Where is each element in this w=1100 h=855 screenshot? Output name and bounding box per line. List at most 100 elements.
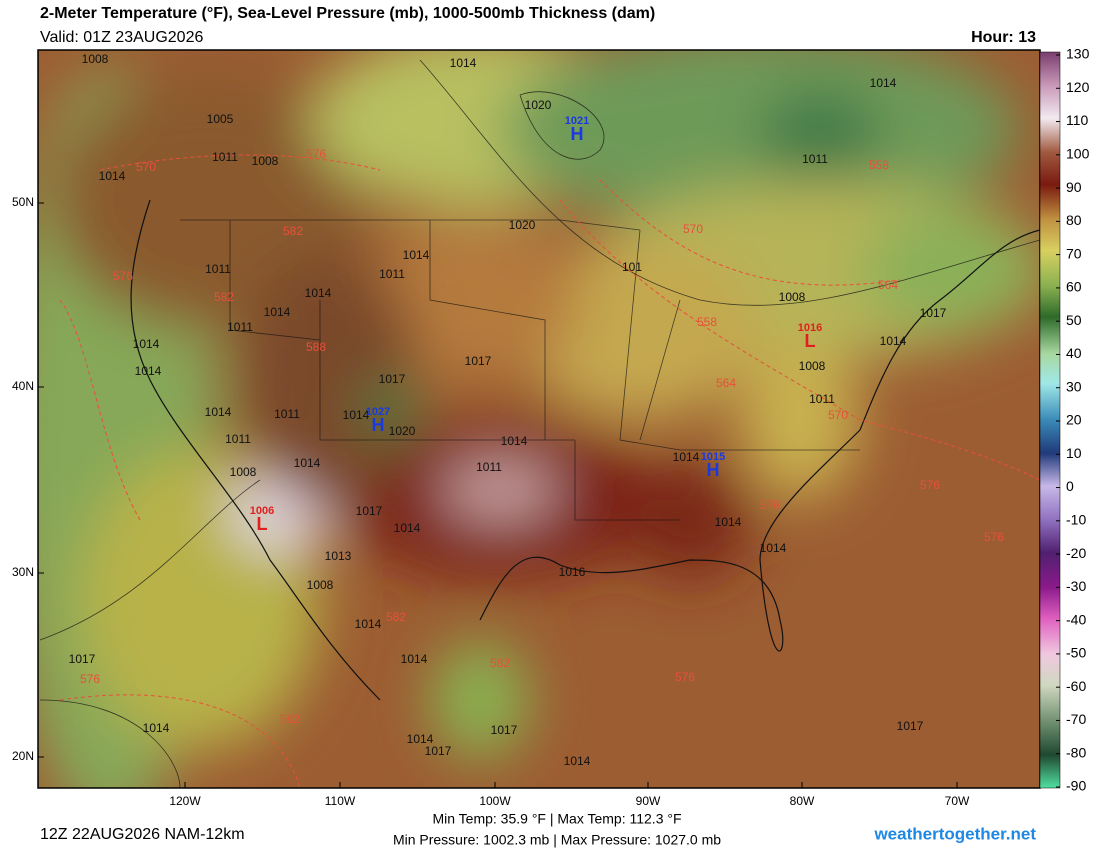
colorbar-label: 60 (1066, 279, 1082, 295)
valid-time: Valid: 01Z 23AUG2026 (40, 29, 203, 46)
isobar-label: 1008 (307, 578, 334, 592)
colorbar-label: 10 (1066, 445, 1082, 461)
high-pressure-symbol: H (707, 460, 720, 480)
isobar-label: 1014 (264, 305, 291, 319)
lat-label: 50N (12, 195, 34, 209)
isobar-label: 1014 (403, 248, 430, 262)
high-pressure-symbol: H (372, 415, 385, 435)
isobar-label: 1017 (379, 372, 406, 386)
colorbar-label: -70 (1066, 711, 1086, 727)
isobar-label: 1011 (212, 150, 238, 164)
isobar-label: 1017 (920, 306, 947, 320)
isobar-label: 1011 (809, 392, 835, 406)
isobar-label: 1014 (501, 434, 528, 448)
colorbar-label: 110 (1066, 112, 1089, 128)
thickness-label: 570 (828, 408, 848, 422)
isobar-label: 1014 (99, 169, 126, 183)
isobar-label: 1014 (394, 521, 421, 535)
isobar-label: 1014 (450, 56, 477, 70)
isobar-label: 1020 (525, 98, 552, 112)
isobar-label: 1014 (673, 450, 700, 464)
isobar-label: 1017 (465, 354, 492, 368)
isobar-label: 1011 (379, 267, 405, 281)
colorbar-label: -60 (1066, 678, 1086, 694)
isobar-label: 1011 (227, 320, 253, 334)
isobar-label: 1017 (425, 744, 452, 758)
map-field (38, 50, 1040, 788)
high-pressure-value: 1027 (366, 406, 390, 418)
isobar-label: 1011 (225, 432, 251, 446)
lon-label: 100W (479, 794, 511, 808)
isobar-label: 1005 (207, 112, 234, 126)
lon-label: 120W (169, 794, 201, 808)
thickness-label: 564 (716, 376, 736, 390)
isobar-label: 1014 (133, 337, 160, 351)
thickness-label: 582 (283, 224, 303, 238)
thickness-label: 576 (80, 672, 100, 686)
thickness-label: 588 (306, 340, 326, 354)
thickness-label: 582 (214, 290, 234, 304)
isobar-label: 1013 (325, 549, 352, 563)
isobar-label: 1014 (135, 364, 162, 378)
colorbar-label: 0 (1066, 478, 1074, 494)
isobar-label: 1017 (69, 652, 96, 666)
thickness-label: 576 (306, 147, 326, 161)
thickness-label: 582 (386, 610, 406, 624)
isobar-label: 1014 (880, 334, 907, 348)
isobar-label: 1014 (355, 617, 382, 631)
title: 2-Meter Temperature (°F), Sea-Level Pres… (40, 5, 655, 22)
isobar-label: 1011 (274, 407, 300, 421)
thickness-label: 570 (136, 160, 156, 174)
lat-label: 30N (12, 565, 34, 579)
isobar-label: 1014 (143, 721, 170, 735)
thickness-label: 564 (878, 278, 898, 292)
colorbar-label: -20 (1066, 545, 1086, 561)
isobar-label: 1014 (564, 754, 591, 768)
forecast-hour: Hour: 13 (971, 29, 1036, 46)
lon-label: 90W (636, 794, 661, 808)
isobar-label: 1011 (476, 460, 502, 474)
lon-label: 80W (790, 794, 815, 808)
colorbar-label: -30 (1066, 578, 1086, 594)
lat-label: 40N (12, 379, 34, 393)
colorbar-label: -80 (1066, 744, 1086, 760)
isobar-label: 1014 (715, 515, 742, 529)
colorbar-label: -10 (1066, 512, 1086, 528)
isobar-label: 1014 (870, 76, 897, 90)
colorbar-label: 90 (1066, 179, 1082, 195)
thickness-label: 570 (683, 222, 703, 236)
lon-label: 110W (325, 794, 356, 808)
colorbar-label: 130 (1066, 46, 1090, 62)
isobar-label: 1008 (799, 359, 826, 373)
thickness-label: 576 (760, 498, 780, 512)
high-pressure-symbol: H (571, 124, 584, 144)
site-credit: weathertogether.net (873, 824, 1036, 843)
isobar-label: 1008 (82, 52, 109, 66)
lon-label: 70W (945, 794, 970, 808)
thickness-label: 558 (697, 315, 717, 329)
isobar-label: 1014 (401, 652, 428, 666)
pressure-range: Min Pressure: 1002.3 mb | Max Pressure: … (393, 832, 721, 848)
thickness-label: 576 (675, 670, 695, 684)
isobar-label: 1008 (230, 465, 257, 479)
thickness-label: 576 (920, 478, 940, 492)
thickness-label: 582 (280, 712, 300, 726)
colorbar-label: 40 (1066, 345, 1082, 361)
thickness-label: 576 (113, 269, 133, 283)
isobar-label: 1020 (509, 218, 536, 232)
model-run: 12Z 22AUG2026 NAM-12km (40, 826, 245, 843)
isobar-label: 1014 (294, 456, 321, 470)
low-pressure-value: 1006 (250, 505, 274, 517)
thickness-label: 576 (984, 530, 1004, 544)
low-pressure-value: 1016 (798, 322, 822, 334)
isobar-label: 1017 (356, 504, 383, 518)
colorbar-label: 20 (1066, 412, 1082, 428)
isobar-label: 1014 (760, 541, 787, 555)
colorbar-label: 70 (1066, 245, 1082, 261)
thickness-label: 582 (490, 656, 510, 670)
low-pressure-symbol: L (805, 331, 816, 351)
high-pressure-value: 1021 (565, 115, 589, 127)
isobar-label: 1008 (252, 154, 279, 168)
